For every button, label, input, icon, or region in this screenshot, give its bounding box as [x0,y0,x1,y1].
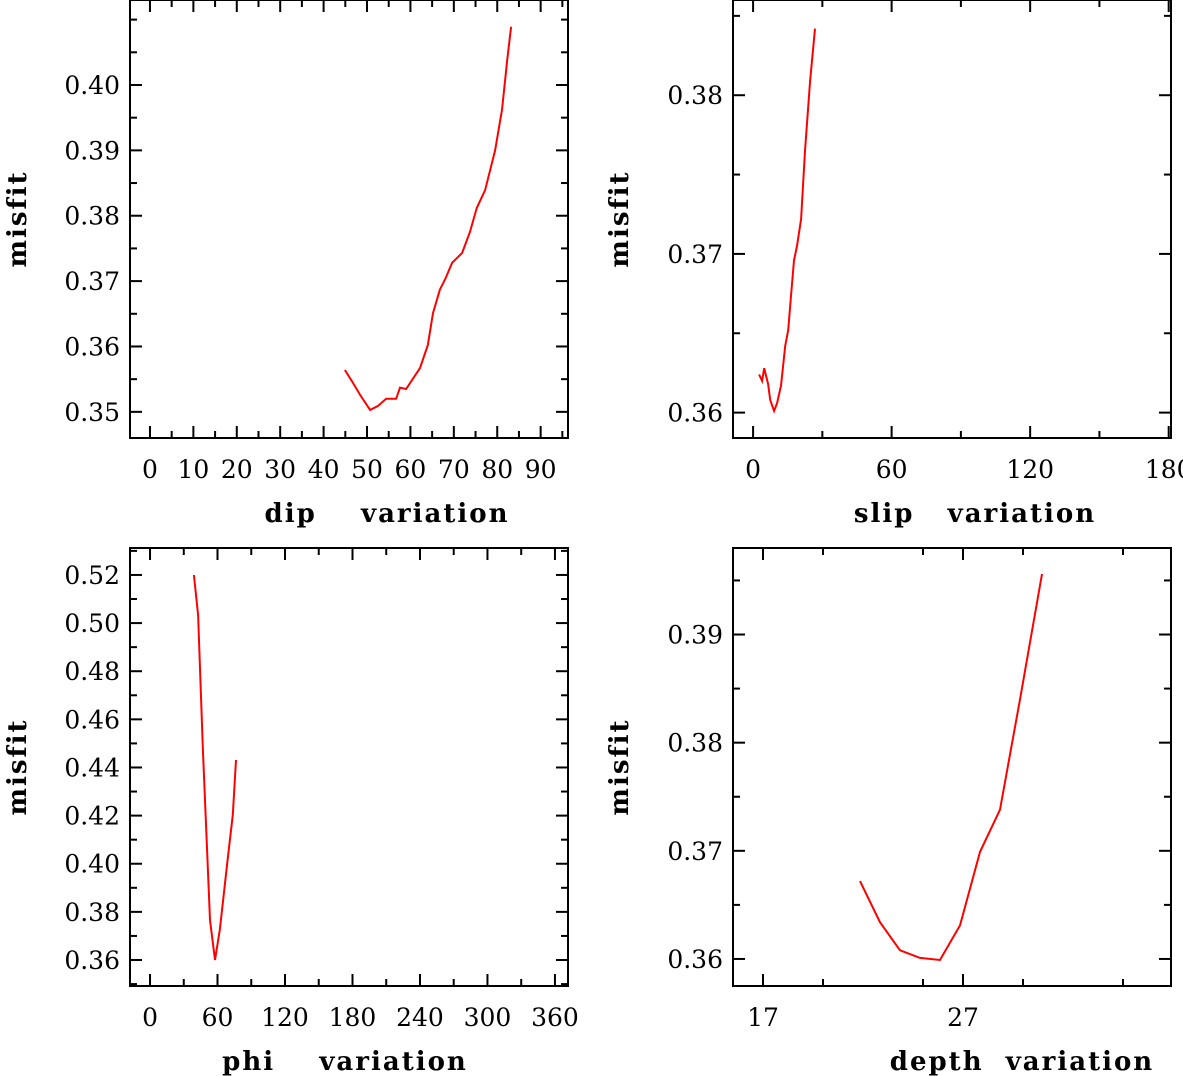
y-axis-label: misfit [3,170,33,267]
x-tick-label: 20 [221,455,253,484]
x-tick-label: 70 [438,455,470,484]
x-tick-label: 120 [1006,455,1054,484]
y-tick-label: 0.37 [64,267,120,296]
x-tick-label: 30 [264,455,296,484]
x-tick-label: 120 [261,1003,309,1032]
y-tick-label: 0.36 [64,946,120,975]
misfit-line [859,573,1043,962]
y-tick-label: 0.46 [64,705,120,734]
plot-frame [129,0,569,439]
subplot-2: 0 60 120 180 240 300 360 0.36 0.38 0.40 0.42 0.44 0.… [3,547,579,1076]
misfit-line [344,26,513,412]
x-tick-label: 10 [177,455,209,484]
subplot-3: 17 27 0.36 0.37 0.38 0.39 depth variation misfi… [605,547,1172,1076]
y-tick-label: 0.37 [667,240,723,269]
y-tick-label: 0.39 [64,136,120,165]
y-tick-label: 0.40 [64,71,120,100]
x-tick-label: 80 [481,455,513,484]
plot-frame [732,0,1172,439]
y-tick-label: 0.52 [64,561,120,590]
x-tick-label: 60 [395,455,427,484]
x-tick-label: 60 [202,1003,234,1032]
y-tick-label: 0.40 [64,850,120,879]
y-tick-label: 0.35 [64,398,120,427]
y-tick-label: 0.42 [64,802,120,831]
y-tick-label: 0.48 [64,657,120,686]
misfit-line [192,574,237,961]
y-tick-label: 0.39 [667,621,723,650]
x-tick-label: 27 [947,1003,979,1032]
x-tick-label: 60 [876,455,908,484]
y-tick-label: 0.38 [64,202,120,231]
x-tick-label: 90 [525,455,557,484]
plot-frame [129,547,569,987]
y-axis-label: misfit [3,718,33,815]
y-tick-label: 0.36 [667,399,723,428]
y-tick-label: 0.38 [64,898,120,927]
subplot-0: 0 10 20 30 40 50 60 70 80 90 0.35 0.36 0.37 0.38 0.39 0… [3,0,569,529]
x-axis-label: slip variation [854,499,1096,529]
y-tick-label: 0.38 [667,729,723,758]
x-tick-label: 0 [142,1003,158,1032]
y-tick-label: 0.36 [64,332,120,361]
x-tick-label: 180 [1145,455,1183,484]
misfit-line [758,28,816,414]
x-axis-label: depth variation [890,1047,1154,1076]
x-tick-label: 240 [396,1003,444,1032]
y-tick-label: 0.37 [667,837,723,866]
x-tick-label: 0 [745,455,761,484]
x-axis-label: dip variation [265,499,510,529]
x-axis-label: phi variation [222,1047,468,1076]
x-tick-label: 300 [464,1003,512,1032]
y-tick-label: 0.38 [667,81,723,110]
y-tick-label: 0.36 [667,945,723,974]
subplot-1: 0 60 120 180 0.36 0.37 0.38 slip variation misfi… [605,0,1183,529]
x-tick-label: 0 [142,455,158,484]
y-tick-label: 0.44 [64,753,120,782]
x-tick-label: 40 [308,455,340,484]
x-tick-label: 50 [351,455,383,484]
y-axis-label: misfit [605,170,635,267]
y-tick-label: 0.50 [64,609,120,638]
x-tick-label: 180 [329,1003,377,1032]
x-tick-label: 360 [531,1003,579,1032]
plot-frame [732,547,1172,987]
y-axis-label: misfit [605,718,635,815]
x-tick-label: 17 [747,1003,779,1032]
